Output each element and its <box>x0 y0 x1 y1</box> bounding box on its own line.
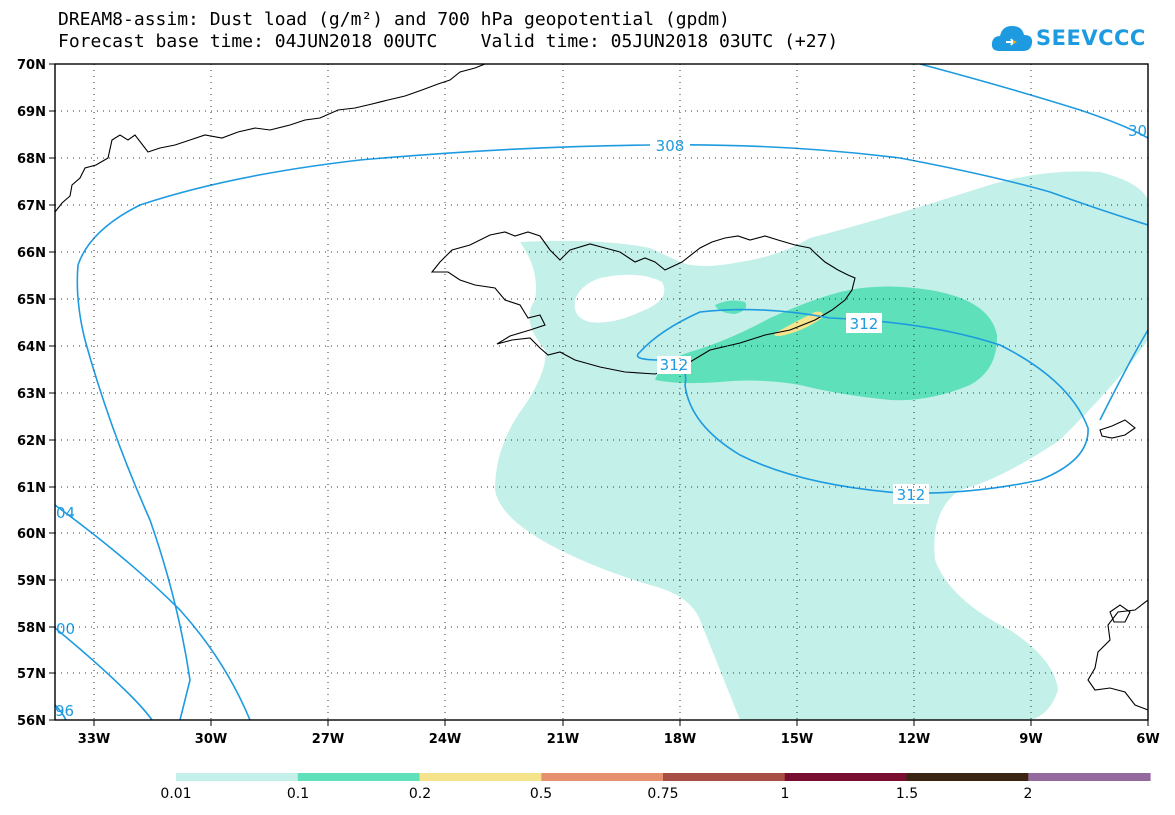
lon-label: 9W <box>1019 732 1042 747</box>
colorbar-segment <box>663 773 786 781</box>
lat-label: 69N <box>17 105 46 120</box>
longitude-labels: 33W 30W 27W 24W 21W 18W 15W 12W 9W 6W <box>78 732 1160 747</box>
lat-label: 61N <box>17 481 46 496</box>
contour-312-east <box>1099 329 1148 421</box>
lat-label: 62N <box>17 434 46 449</box>
contour-296 <box>55 704 67 720</box>
lon-label: 6W <box>1136 732 1159 747</box>
colorbar-label: 0.01 <box>160 786 191 802</box>
contour-label-96: 96 <box>55 702 74 720</box>
lon-label: 27W <box>312 732 344 747</box>
coastlines <box>55 64 1148 711</box>
lon-label: 18W <box>664 732 696 747</box>
lat-label: 70N <box>17 58 46 73</box>
scotland-coast <box>1087 599 1148 711</box>
lon-label: 12W <box>898 732 930 747</box>
lat-label: 59N <box>17 574 46 589</box>
colorbar-label: 0.2 <box>409 786 431 802</box>
lat-label: 65N <box>17 293 46 308</box>
dust-area-0.01 <box>495 171 1148 720</box>
contour-300 <box>55 627 153 720</box>
lon-label: 24W <box>429 732 461 747</box>
lon-label: 21W <box>547 732 579 747</box>
contour-label-312-west: 312 <box>660 356 689 374</box>
contour-label-30: 30 <box>1128 122 1147 140</box>
colorbar-segment <box>419 773 542 781</box>
colorbar: 0.01 0.1 0.2 0.5 0.75 1 1.5 2 <box>160 773 1151 802</box>
contour-label-312-north: 312 <box>850 315 879 333</box>
colorbar-segment <box>541 773 664 781</box>
colorbar-label: 0.5 <box>530 786 552 802</box>
faroe-coast <box>1099 419 1136 439</box>
shetland-coast <box>1109 604 1131 623</box>
contour-label-00: 00 <box>56 620 75 638</box>
colorbar-label: 1.5 <box>896 786 918 802</box>
contour-label-308: 308 <box>656 137 685 155</box>
contour-label-04: 04 <box>56 504 75 522</box>
greenland-coast <box>55 64 486 213</box>
lon-label: 33W <box>78 732 110 747</box>
lat-label: 58N <box>17 621 46 636</box>
contour-labels: 308 312 312 312 30 04 00 96 <box>55 122 1147 720</box>
map-title: DREAM8-assim: Dust load (g/m²) and 700 h… <box>58 9 730 30</box>
lat-label: 56N <box>17 714 46 729</box>
lon-label: 30W <box>195 732 227 747</box>
seevccc-logo: SEEVCCC <box>990 18 1146 58</box>
colorbar-segment <box>297 773 421 781</box>
logo-text: SEEVCCC <box>1036 26 1146 50</box>
dust-area-0.2 <box>774 311 823 337</box>
axis-ticks <box>49 63 1149 726</box>
lat-label: 60N <box>17 527 46 542</box>
colorbar-label: 1 <box>781 786 790 802</box>
dust-area-0.1 <box>655 286 998 401</box>
graticule <box>55 64 1148 720</box>
lon-label: 15W <box>781 732 813 747</box>
colorbar-segment <box>176 773 299 781</box>
lat-label: 66N <box>17 246 46 261</box>
cloud-icon <box>991 26 1033 51</box>
colorbar-label: 2 <box>1024 786 1033 802</box>
map-subtitle: Forecast base time: 04JUN2018 00UTC Vali… <box>58 31 839 52</box>
iceland-coast <box>430 231 856 375</box>
contour-upper-right <box>919 64 1148 139</box>
colorbar-segment <box>784 773 908 781</box>
colorbar-label: 0.1 <box>287 786 309 802</box>
latitude-labels: 70N 69N 68N 67N 66N 65N 64N 63N 62N 61N … <box>17 58 46 729</box>
colorbar-segment <box>1028 773 1151 781</box>
lat-label: 67N <box>17 199 46 214</box>
lat-label: 63N <box>17 387 46 402</box>
colorbar-segment <box>906 773 1029 781</box>
lat-label: 68N <box>17 152 46 167</box>
lat-label: 64N <box>17 340 46 355</box>
contour-304 <box>55 504 251 720</box>
contour-308 <box>76 143 1148 720</box>
map-frame <box>54 63 1149 721</box>
geopotential-contours <box>55 64 1148 720</box>
lat-label: 57N <box>17 667 46 682</box>
colorbar-label: 0.75 <box>647 786 678 802</box>
contour-label-312-south: 312 <box>897 486 926 504</box>
